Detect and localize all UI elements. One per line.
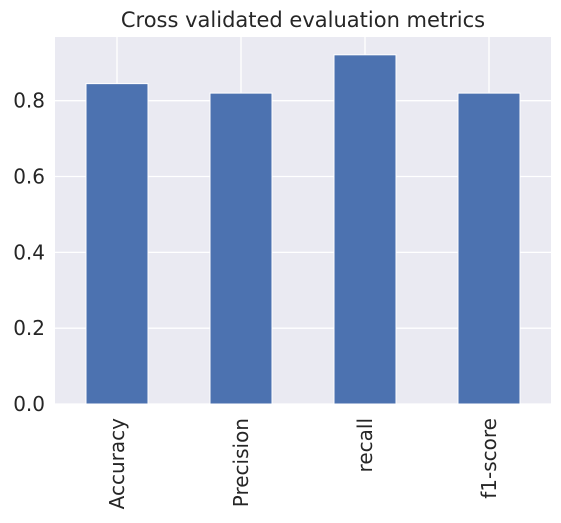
y-tick-label: 0.2 [13,316,45,340]
bar-accuracy [85,83,149,405]
x-tick-label: f1-score [477,418,501,499]
bars [85,54,521,405]
bar-recall [333,54,397,405]
chart-title: Cross validated evaluation metrics [121,8,485,32]
y-tick-label: 0.0 [13,392,45,416]
x-tick-label: Precision [229,418,253,507]
y-tick-label: 0.6 [13,165,45,189]
x-axis-ticks: Accuracy Precision recall f1-score [105,418,501,509]
y-tick-label: 0.4 [13,240,45,264]
y-axis-ticks: 0.0 0.2 0.4 0.6 0.8 [13,89,45,416]
y-tick-label: 0.8 [13,89,45,113]
bar-precision [209,92,273,405]
x-tick-label: Accuracy [105,418,129,509]
bar-f1-score [457,92,521,405]
x-tick-label: recall [353,418,377,472]
